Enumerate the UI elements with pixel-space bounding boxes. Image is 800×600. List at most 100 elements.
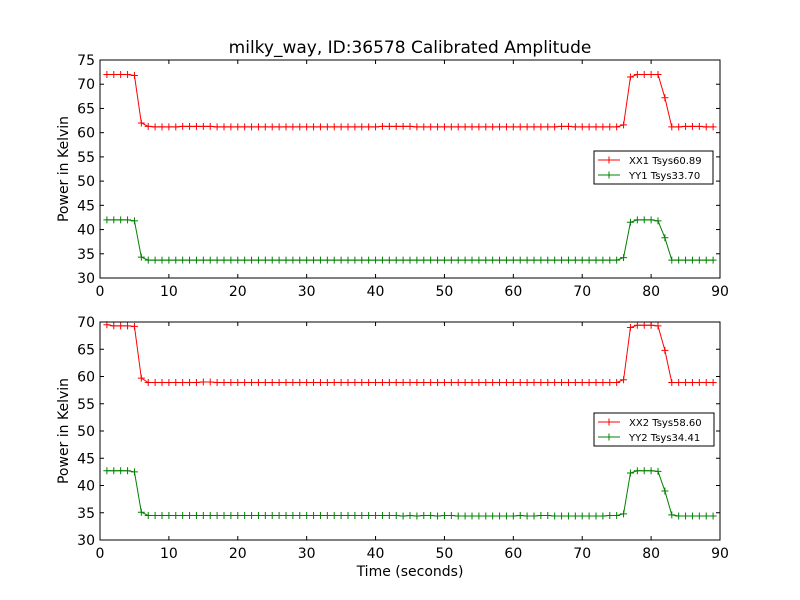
data-point <box>137 119 145 127</box>
data-point <box>447 256 455 264</box>
data-point <box>695 378 703 386</box>
data-point <box>358 511 366 519</box>
data-point <box>289 511 297 519</box>
series-1 <box>103 71 717 131</box>
data-point <box>675 123 683 131</box>
chart-panel-2: 0 10 20 30 40 50 60 70 80 90 30 35 40 45 50 55 60 65 70 Pow… <box>56 315 729 580</box>
y-tick-label: 40 <box>77 223 95 239</box>
y-tick-label: 55 <box>77 150 95 166</box>
x-tick-label: 30 <box>298 284 316 300</box>
data-point <box>165 511 173 519</box>
y-tick-label: 55 <box>77 397 95 413</box>
data-point <box>516 123 524 131</box>
data-point <box>330 256 338 264</box>
y-tick-label: 30 <box>77 533 95 549</box>
data-point <box>282 378 290 386</box>
panels: milky_way, ID:36578 Calibrated Amplitude… <box>56 38 729 580</box>
data-point <box>530 123 538 131</box>
x-tick-label: 30 <box>298 546 316 562</box>
data-point <box>709 512 717 520</box>
data-point <box>275 378 283 386</box>
data-point <box>248 256 256 264</box>
data-point <box>330 511 338 519</box>
data-point <box>179 256 187 264</box>
data-point <box>530 378 538 386</box>
data-point <box>509 256 517 264</box>
data-point <box>399 378 407 386</box>
y-tick-label: 40 <box>77 479 95 495</box>
data-point <box>151 378 159 386</box>
data-point <box>496 123 504 131</box>
data-point <box>289 378 297 386</box>
data-point <box>365 256 373 264</box>
data-point <box>661 94 669 102</box>
data-point <box>406 511 414 519</box>
data-point <box>406 256 414 264</box>
data-point <box>654 322 662 330</box>
data-point <box>330 378 338 386</box>
data-point <box>599 378 607 386</box>
legend-entry-label: YY1 Tsys33.70 <box>628 171 700 182</box>
y-tick-label: 70 <box>77 315 95 331</box>
series-2 <box>103 467 717 520</box>
data-point <box>613 256 621 264</box>
y-tick-label: 50 <box>77 424 95 440</box>
data-point <box>440 123 448 131</box>
data-point <box>158 256 166 264</box>
data-point <box>117 71 125 79</box>
data-point <box>344 256 352 264</box>
data-point <box>310 123 318 131</box>
data-point <box>227 256 235 264</box>
data-point <box>509 123 517 131</box>
data-point <box>613 378 621 386</box>
data-point <box>530 512 538 520</box>
data-point <box>447 511 455 519</box>
data-point <box>372 256 380 264</box>
data-point <box>434 378 442 386</box>
data-point <box>130 217 138 225</box>
data-point <box>206 122 214 130</box>
x-tick-label: 80 <box>642 284 660 300</box>
data-point <box>179 511 187 519</box>
data-point <box>668 123 676 131</box>
data-point <box>351 378 359 386</box>
legend: XX2 Tsys58.60 YY2 Tsys34.41 <box>593 412 715 447</box>
data-point <box>220 123 228 131</box>
legend-entry-label: XX1 Tsys60.89 <box>629 156 702 167</box>
data-point <box>516 511 524 519</box>
data-point <box>461 123 469 131</box>
data-point <box>137 374 145 382</box>
data-point <box>172 378 180 386</box>
data-point <box>413 378 421 386</box>
data-point <box>323 123 331 131</box>
data-point <box>489 256 497 264</box>
data-point <box>344 378 352 386</box>
data-point <box>482 256 490 264</box>
data-point <box>496 378 504 386</box>
data-point <box>358 256 366 264</box>
data-point <box>640 321 648 329</box>
data-point <box>241 123 249 131</box>
data-point <box>289 256 297 264</box>
data-point <box>124 322 132 330</box>
y-tick-label: 50 <box>77 174 95 190</box>
data-point <box>337 378 345 386</box>
data-point <box>151 123 159 131</box>
data-point <box>351 256 359 264</box>
data-point <box>392 511 400 519</box>
data-point <box>172 256 180 264</box>
data-point <box>688 256 696 264</box>
data-point <box>523 123 531 131</box>
data-point <box>496 256 504 264</box>
data-point <box>344 123 352 131</box>
data-point <box>620 376 628 384</box>
data-point <box>578 512 586 520</box>
data-point <box>158 511 166 519</box>
legend-entry-label: XX2 Tsys58.60 <box>629 418 702 429</box>
data-point <box>296 256 304 264</box>
data-point <box>668 511 676 519</box>
data-point <box>434 123 442 131</box>
data-point <box>365 511 373 519</box>
legend-swatch-marker <box>605 156 613 164</box>
x-tick-label: 0 <box>96 546 105 562</box>
